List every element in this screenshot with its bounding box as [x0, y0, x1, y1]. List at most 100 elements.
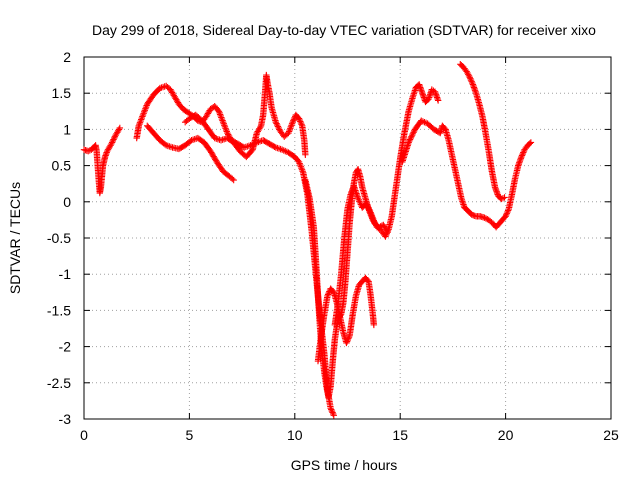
y-axis-label: SDTVAR / TECUs — [7, 182, 23, 294]
data-point — [295, 115, 303, 122]
y-tick-label: -0.5 — [47, 230, 71, 246]
data-point — [405, 139, 412, 146]
data-point — [257, 124, 264, 131]
y-tick-label: -1 — [59, 266, 72, 282]
data-point — [367, 209, 374, 216]
data-point — [141, 107, 149, 114]
data-point — [275, 124, 282, 132]
data-point — [406, 136, 414, 143]
data-point — [343, 339, 350, 347]
data-point — [295, 158, 303, 166]
y-tick-label: 2 — [63, 49, 71, 65]
data-point — [111, 133, 119, 140]
data-point — [221, 122, 228, 129]
data-point — [408, 133, 415, 140]
chart-title: Day 299 of 2018, Sidereal Day-to-day VTE… — [92, 22, 596, 38]
data-point — [364, 203, 372, 210]
data-point — [518, 153, 525, 161]
data-point — [355, 196, 362, 203]
data-point — [218, 114, 225, 121]
data-point — [290, 116, 298, 123]
data-point — [327, 404, 334, 412]
data-point — [345, 333, 353, 341]
y-tick-label: 1 — [63, 121, 71, 137]
data-point — [328, 406, 335, 413]
data-point — [369, 215, 377, 223]
data-point — [504, 207, 512, 214]
data-point — [296, 160, 303, 167]
data-point — [419, 118, 427, 125]
data-point — [143, 102, 150, 109]
data-point — [272, 118, 280, 126]
data-point — [408, 131, 416, 139]
data-point — [382, 231, 390, 239]
data-point — [328, 407, 336, 415]
data-point — [384, 229, 391, 236]
data-point — [324, 292, 331, 300]
data-series — [457, 61, 508, 203]
x-tick-label: 25 — [603, 427, 619, 443]
data-point — [382, 233, 389, 240]
data-point — [526, 140, 534, 147]
x-tick-label: 0 — [80, 427, 88, 443]
data-point — [463, 68, 470, 75]
data-point — [280, 147, 287, 154]
data-point — [274, 121, 281, 129]
data-point — [273, 120, 280, 127]
data-point — [297, 163, 305, 170]
data-point — [329, 409, 336, 416]
data-point — [302, 151, 309, 158]
data-point — [469, 79, 476, 87]
axis-ticks: 0 5 10 15 20 25 -3 -2.5 -2 -1.5 -1 -0.5 0 0.5 1 1.5 2 — [47, 49, 619, 443]
data-point — [498, 195, 505, 203]
data-point — [288, 120, 296, 127]
data-point — [216, 109, 223, 117]
x-tick-label: 5 — [186, 427, 194, 443]
data-point — [85, 147, 92, 155]
data-point — [482, 215, 490, 222]
data-point — [369, 214, 376, 221]
data-point — [356, 199, 364, 207]
data-point — [219, 117, 226, 124]
data-point — [141, 108, 148, 116]
x-tick-label: 10 — [287, 427, 303, 443]
y-tick-label: -1.5 — [47, 302, 71, 318]
data-point — [218, 115, 226, 123]
data-point — [287, 123, 295, 131]
data-point — [116, 124, 124, 132]
data-point — [110, 136, 117, 143]
data-point — [136, 119, 144, 126]
data-point — [407, 134, 414, 142]
data-point — [217, 112, 224, 120]
data-point — [467, 76, 475, 84]
data-point — [209, 151, 217, 159]
data-point — [481, 214, 488, 221]
data-point — [208, 150, 216, 158]
data-point — [136, 121, 143, 128]
data-point — [220, 120, 227, 127]
data-point — [187, 138, 194, 145]
data-point — [223, 128, 230, 135]
data-point — [364, 277, 371, 284]
data-point — [503, 211, 510, 219]
x-tick-label: 20 — [498, 427, 514, 443]
data-point — [343, 338, 351, 345]
data-point — [282, 147, 289, 155]
data-point — [289, 118, 296, 126]
data-point — [115, 126, 123, 133]
data-point — [299, 168, 306, 175]
data-point — [222, 126, 230, 134]
data-point — [370, 217, 377, 224]
data-series — [133, 82, 337, 419]
data-point — [365, 204, 372, 212]
y-tick-label: -2.5 — [47, 375, 71, 391]
data-point — [464, 71, 472, 78]
data-point — [503, 210, 511, 217]
data-point — [216, 111, 224, 118]
data-marks — [80, 61, 535, 419]
data-point — [520, 149, 527, 156]
y-tick-label: -2 — [59, 339, 72, 355]
data-point — [138, 116, 145, 123]
data-point — [111, 134, 118, 142]
